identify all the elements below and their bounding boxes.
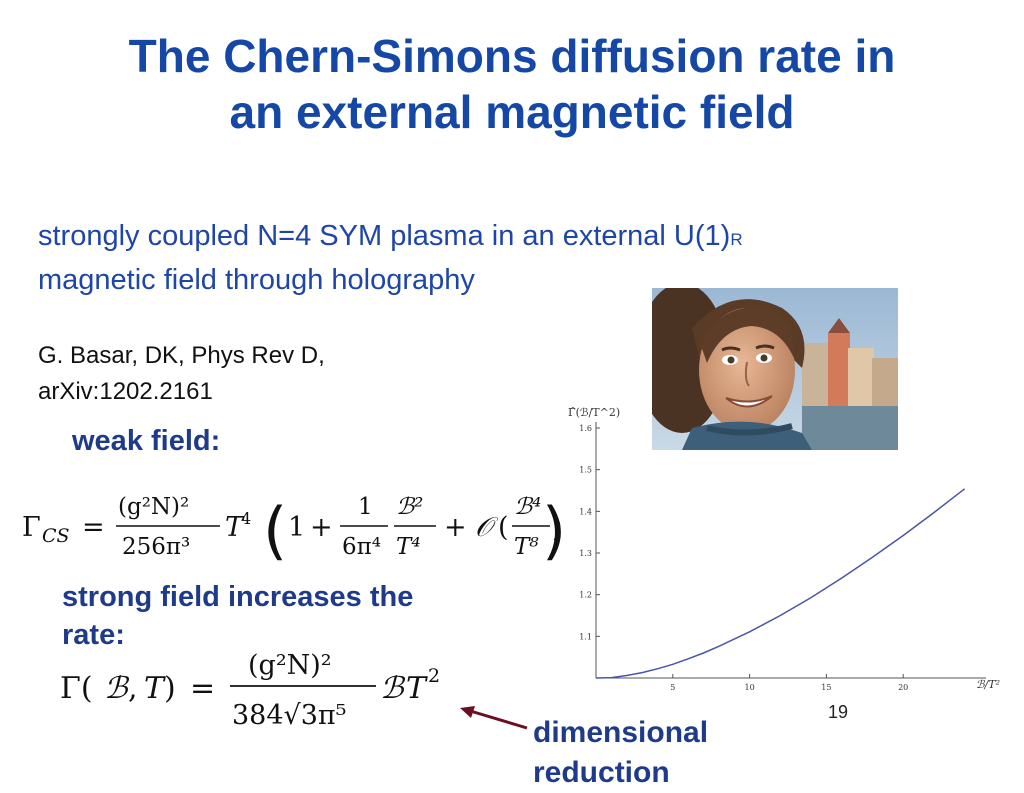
svg-text:2: 2 [428,665,440,687]
svg-text:=: = [190,671,215,706]
pointer-arrow [460,706,528,730]
dimensional-reduction-label: dimensional reduction [533,713,708,793]
weak-field-label: weak field: [72,425,221,457]
svg-text:Γ: Γ [22,512,41,543]
svg-text:4: 4 [241,509,251,528]
svg-text:Γ(: Γ( [60,671,93,706]
svg-text:): ) [552,512,563,543]
strong-field-label-line-1: strong field increases the [62,581,414,613]
reference-line-1: G. Basar, DK, Phys Rev D, [38,342,325,369]
dimensional-reduction-line-1: dimensional [533,716,709,749]
strong-field-label-line-2: rate: [62,619,125,651]
svg-text:T⁸: T⁸ [514,534,539,560]
svg-text:=: = [82,512,105,543]
svg-text:ℬ⁴: ℬ⁴ [514,494,541,520]
svg-text:T⁴: T⁴ [396,534,421,560]
svg-text:T: T [225,512,245,543]
svg-text:): ) [164,671,176,706]
svg-text:+: + [310,512,333,543]
svg-text:6π⁴: 6π⁴ [342,534,381,560]
chart-y-tick-label: 1.2 [579,591,592,600]
svg-text:T: T [406,671,428,706]
chart-y-axis-label: Γ̂(ℬ/T^2) [568,406,620,419]
svg-text:,: , [128,671,138,706]
page-number: 19 [828,702,849,722]
chart-y-tick-label: 1.6 [579,424,592,433]
svg-text:+: + [444,512,467,543]
svg-text:CS: CS [42,525,70,547]
chart-y-tick-label: 1.4 [579,507,592,516]
chart-x-tick-label: 15 [821,683,831,692]
dimensional-reduction-line-2: reduction [533,756,670,789]
author-photo [652,288,898,450]
rate-chart: Γ̂(ℬ/T^2) ℬ/T² 5 10 15 20 1.1 1.2 1.3 1.4 1.5 1.6 [568,406,1000,692]
slide-title: The Chern-Simons diffusion rate in an ex… [0,28,1024,140]
strong-field-formula: Γ( ℬ , T ) = (g²N)² 384√3π⁵ ℬ T 2 [58,640,468,736]
strong-field-label: strong field increases the rate: [62,578,413,654]
svg-text:(: ( [498,512,509,543]
subtitle-subscript: R [730,230,743,249]
chart-x-tick-label: 5 [670,683,675,692]
svg-text:(g²N)²: (g²N)² [118,494,189,520]
chart-y-tick-label: 1.5 [579,466,592,475]
weak-field-formula: Γ CS = (g²N)² 256π³ T 4 ( 1 + 1 6π⁴ ℬ² T… [20,486,566,568]
svg-text:384√3π⁵: 384√3π⁵ [232,700,347,731]
author-photo-svg [652,288,898,450]
strong-field-formula-svg: Γ( ℬ , T ) = (g²N)² 384√3π⁵ ℬ T 2 [60,650,440,731]
chart-x-tick-label: 20 [898,683,908,692]
title-line-2: an external magnetic field [229,86,795,138]
svg-text:1: 1 [288,512,305,543]
title-line-1: The Chern-Simons diffusion rate in [128,30,896,82]
svg-text:T: T [144,671,166,706]
svg-text:): ) [542,494,565,567]
svg-text:𝒪: 𝒪 [475,512,499,543]
svg-text:(: ( [263,494,287,567]
svg-text:ℬ: ℬ [380,671,406,706]
svg-text:ℬ²: ℬ² [396,494,423,520]
svg-text:ℬ: ℬ [104,671,130,706]
reference-line-2: arXiv:1202.2161 [38,378,213,405]
subtitle-part-1: strongly coupled N=4 SYM plasma in an ex… [38,220,731,252]
weak-field-formula-svg: Γ CS = (g²N)² 256π³ T 4 ( 1 + 1 6π⁴ ℬ² T… [22,494,566,567]
svg-text:1: 1 [358,494,373,520]
chart-y-tick-label: 1.3 [579,549,592,558]
subtitle-part-2: magnetic field through holography [38,264,475,296]
reference: G. Basar, DK, Phys Rev D, arXiv:1202.216… [38,338,325,410]
chart-x-tick-label: 10 [745,683,755,692]
svg-text:(g²N)²: (g²N)² [248,650,332,681]
subtitle: strongly coupled N=4 SYM plasma in an ex… [38,216,798,300]
chart-x-axis-label: ℬ/T² [976,678,1000,691]
chart-series-line [595,488,966,679]
svg-text:256π³: 256π³ [122,534,190,560]
chart-y-tick-label: 1.1 [579,632,592,641]
